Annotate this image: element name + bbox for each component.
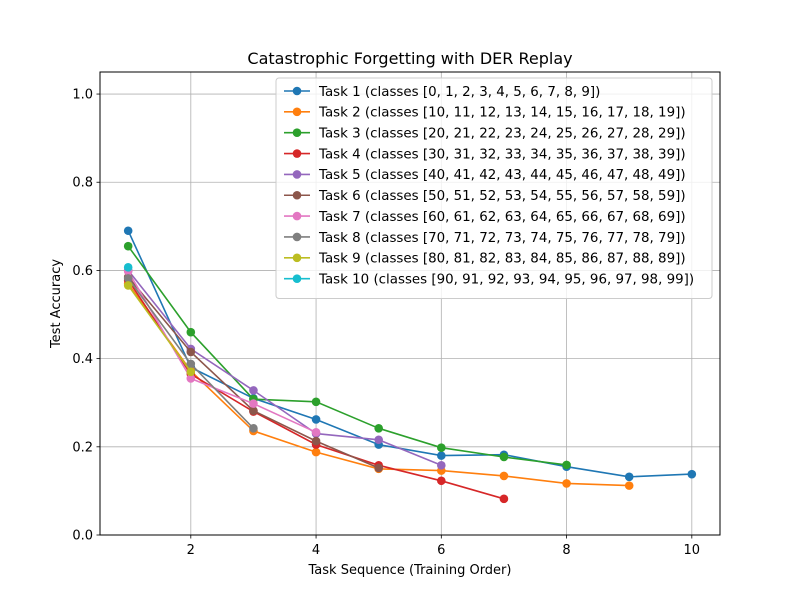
data-point [123,274,133,283]
legend-label: Task 3 (classes [20, 21, 22, 23, 24, 25,… [318,127,686,142]
data-point [437,443,446,452]
legend-item: Task 5 (classes [40, 41, 42, 43, 44, 45,… [284,168,686,183]
legend-label: Task 9 (classes [80, 81, 82, 83, 84, 85,… [318,252,686,267]
legend-marker [292,232,302,242]
data-point [374,463,383,473]
y-axis-ticks: 0.0 0.2 0.4 0.6 0.8 1.0 [72,88,100,544]
legend-label: Task 10 (classes [90, 91, 92, 93, 94, 95… [318,272,694,287]
legend-marker [292,190,302,200]
x-axis-label: Task Sequence (Training Order) [308,563,512,578]
x-axis-ticks: 2 4 6 8 10 [187,535,700,558]
data-point [437,451,446,460]
y-axis-label: Test Accuracy [49,259,64,349]
legend-marker [292,86,302,96]
plot-frame [99,71,721,536]
legend-item: Task 8 (classes [70, 71, 72, 73, 74, 75,… [284,231,686,246]
legend-label: Task 1 (classes [0, 1, 2, 3, 4, 5, 6, 7,… [318,85,600,100]
legend-item: Task 7 (classes [60, 61, 62, 63, 64, 65,… [284,210,686,225]
series-task-6 [123,272,383,473]
data-point [562,479,571,488]
series-line [127,284,192,373]
legend-item: Task 3 (classes [20, 21, 22, 23, 24, 25,… [284,127,686,142]
legend-item: Task 2 (classes [10, 11, 12, 13, 14, 15,… [284,106,686,121]
series-line [127,283,630,487]
legend-box [275,77,713,299]
data-point [249,399,258,408]
legend-marker [292,149,302,158]
legend-label: Task 2 (classes [10, 11, 12, 13, 14, 15,… [318,106,686,121]
data-point [186,347,196,357]
data-point [249,423,258,433]
series-line [127,276,380,469]
series-line [127,230,692,478]
legend-marker [292,253,302,263]
data-point [624,481,634,490]
y-tick-label: 0.8 [72,176,93,191]
data-point [186,327,196,337]
data-point [562,460,571,470]
data-point [311,447,321,457]
series-layer [123,226,697,504]
legend-item: Task 6 (classes [50, 51, 52, 53, 54, 55,… [284,189,686,204]
data-point [311,397,321,407]
legend-marker [292,274,302,283]
series-task-8 [123,274,258,433]
legend-label: Task 6 (classes [50, 51, 52, 53, 54, 55,… [318,189,686,204]
data-point [374,423,383,433]
series-task-10 [123,263,133,272]
data-point [311,427,321,437]
data-point [186,359,196,369]
x-tick-label: 4 [312,543,320,558]
legend-marker [292,211,302,221]
chart-title: Catastrophic Forgetting with DER Replay [247,49,572,68]
legend-label: Task 7 (classes [60, 61, 62, 63, 64, 65,… [318,210,686,225]
x-tick-label: 8 [562,543,570,558]
legend-label: Task 5 (classes [40, 41, 42, 43, 44, 45,… [318,168,686,183]
legend-label: Task 4 (classes [30, 31, 32, 33, 34, 35,… [318,147,686,162]
series-task-9 [123,281,196,377]
series-line [127,245,567,466]
legend-item: Task 9 (classes [80, 81, 82, 83, 84, 85,… [284,252,686,267]
y-tick-label: 0.2 [72,440,93,455]
data-point [249,406,258,415]
x-tick-label: 6 [437,543,445,558]
data-point [123,226,133,236]
data-point [311,415,321,424]
series-line [127,270,317,434]
legend-marker [292,128,302,137]
legend-marker [292,107,302,117]
x-tick-label: 10 [684,543,701,558]
data-point [499,494,509,504]
legend-item: Task 1 (classes [0, 1, 2, 3, 4, 5, 6, 7,… [284,85,600,100]
data-point [437,461,446,470]
data-point [311,436,321,446]
legend-label: Task 8 (classes [70, 71, 72, 73, 74, 75,… [318,231,686,246]
data-point [374,435,383,445]
legend-marker [292,170,302,179]
series-task-2 [123,279,634,490]
data-point [624,472,634,482]
data-point [123,241,133,251]
x-tick-label: 2 [187,543,195,558]
series-line [127,269,442,467]
data-point [186,374,196,383]
data-point [186,367,196,377]
data-point [249,386,258,395]
data-point [437,476,446,486]
data-point [123,263,133,272]
legend-item: Task 4 (classes [30, 31, 32, 33, 34, 35,… [284,147,686,162]
data-point [499,452,509,462]
legend: Task 1 (classes [0, 1, 2, 3, 4, 5, 6, 7,… [275,77,713,299]
data-point [499,471,509,481]
y-tick-label: 0.4 [72,352,93,367]
y-tick-label: 1.0 [72,88,93,103]
y-tick-label: 0.6 [72,264,93,279]
legend-item: Task 10 (classes [90, 91, 92, 93, 94, 95… [284,272,694,287]
y-tick-label: 0.0 [72,529,93,544]
data-point [123,281,133,290]
data-point [687,469,697,479]
